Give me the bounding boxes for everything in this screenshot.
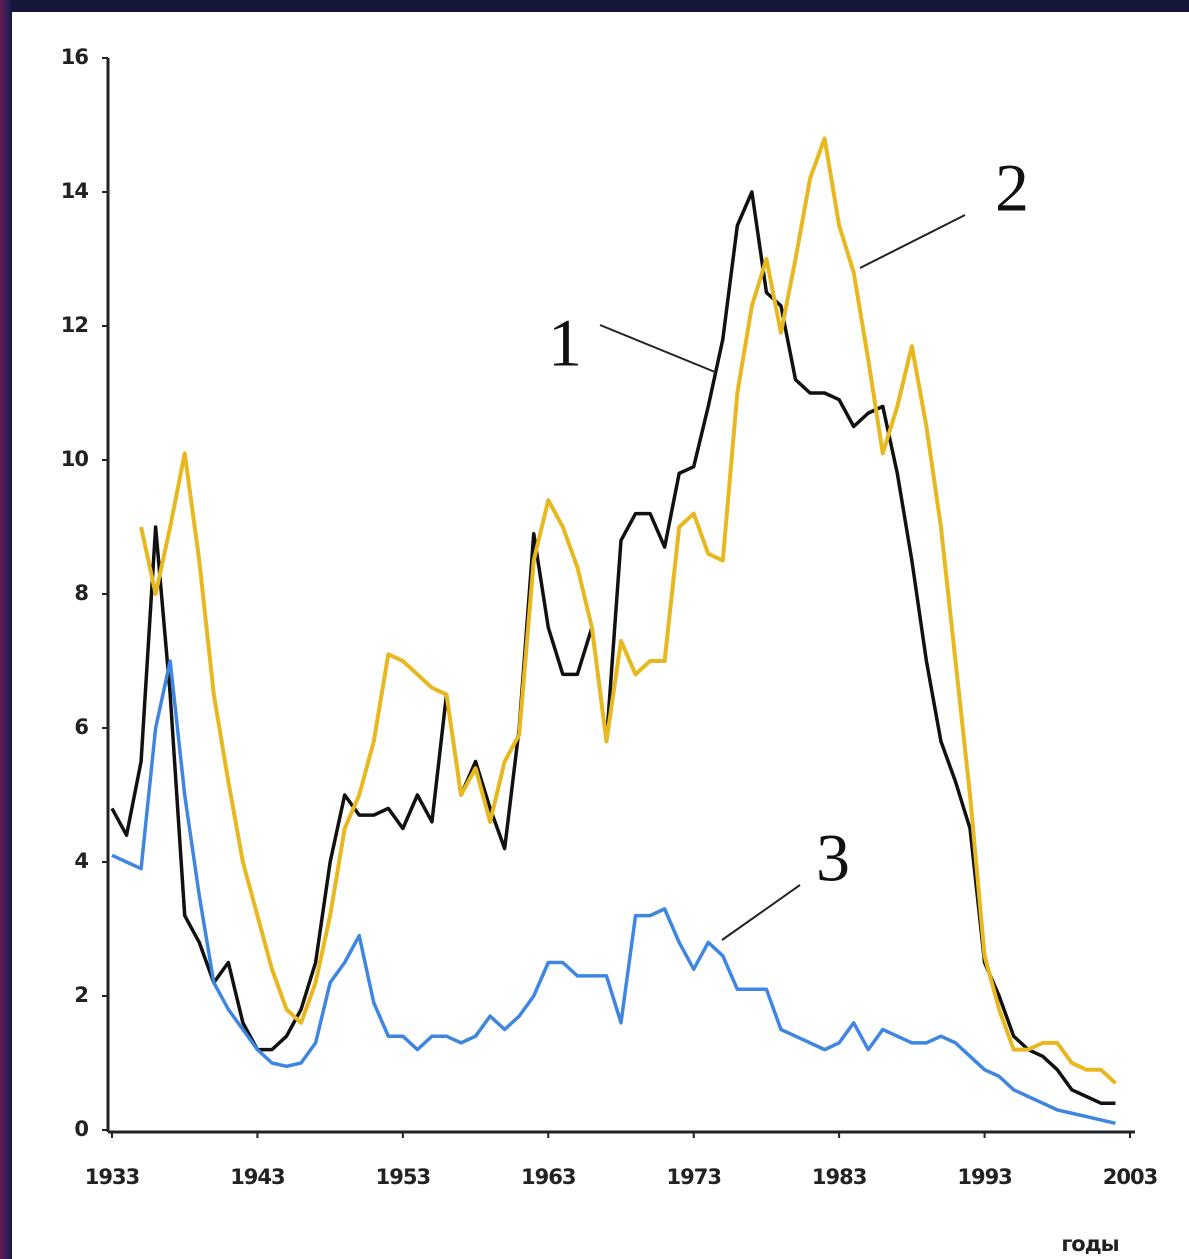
y-tick-label: 10 (61, 447, 89, 471)
y-tick-label: 8 (74, 581, 88, 605)
x-tick-label: 1983 (812, 1165, 866, 1189)
series-line (110, 190, 1116, 1105)
y-tick-label: 6 (74, 715, 88, 739)
x-tick-label: 2003 (1103, 1165, 1157, 1189)
y-tick-label: 4 (74, 849, 88, 873)
x-tick-label: 1973 (666, 1165, 720, 1189)
x-tick-label: 1993 (957, 1165, 1011, 1189)
y-tick-label: 2 (74, 983, 88, 1007)
series-line (111, 659, 1116, 1126)
x-tick-label: 1933 (85, 1165, 139, 1189)
series-label: 3 (816, 820, 850, 896)
series-label: 1 (548, 305, 582, 381)
y-tick-label: 16 (61, 45, 89, 69)
x-axis-label: годы (1061, 1232, 1118, 1256)
x-tick-label: 1943 (230, 1165, 284, 1189)
y-tick-label: 12 (61, 313, 88, 337)
y-tick-label: 0 (74, 1117, 88, 1141)
series-label: 2 (995, 150, 1029, 226)
series-line (139, 136, 1117, 1085)
y-tick-label: 14 (61, 179, 89, 203)
leader-line (859, 214, 966, 269)
x-tick-label: 1953 (376, 1165, 430, 1189)
x-tick-label: 1963 (521, 1165, 575, 1189)
leader-line (721, 884, 801, 941)
leader-line (599, 324, 716, 373)
